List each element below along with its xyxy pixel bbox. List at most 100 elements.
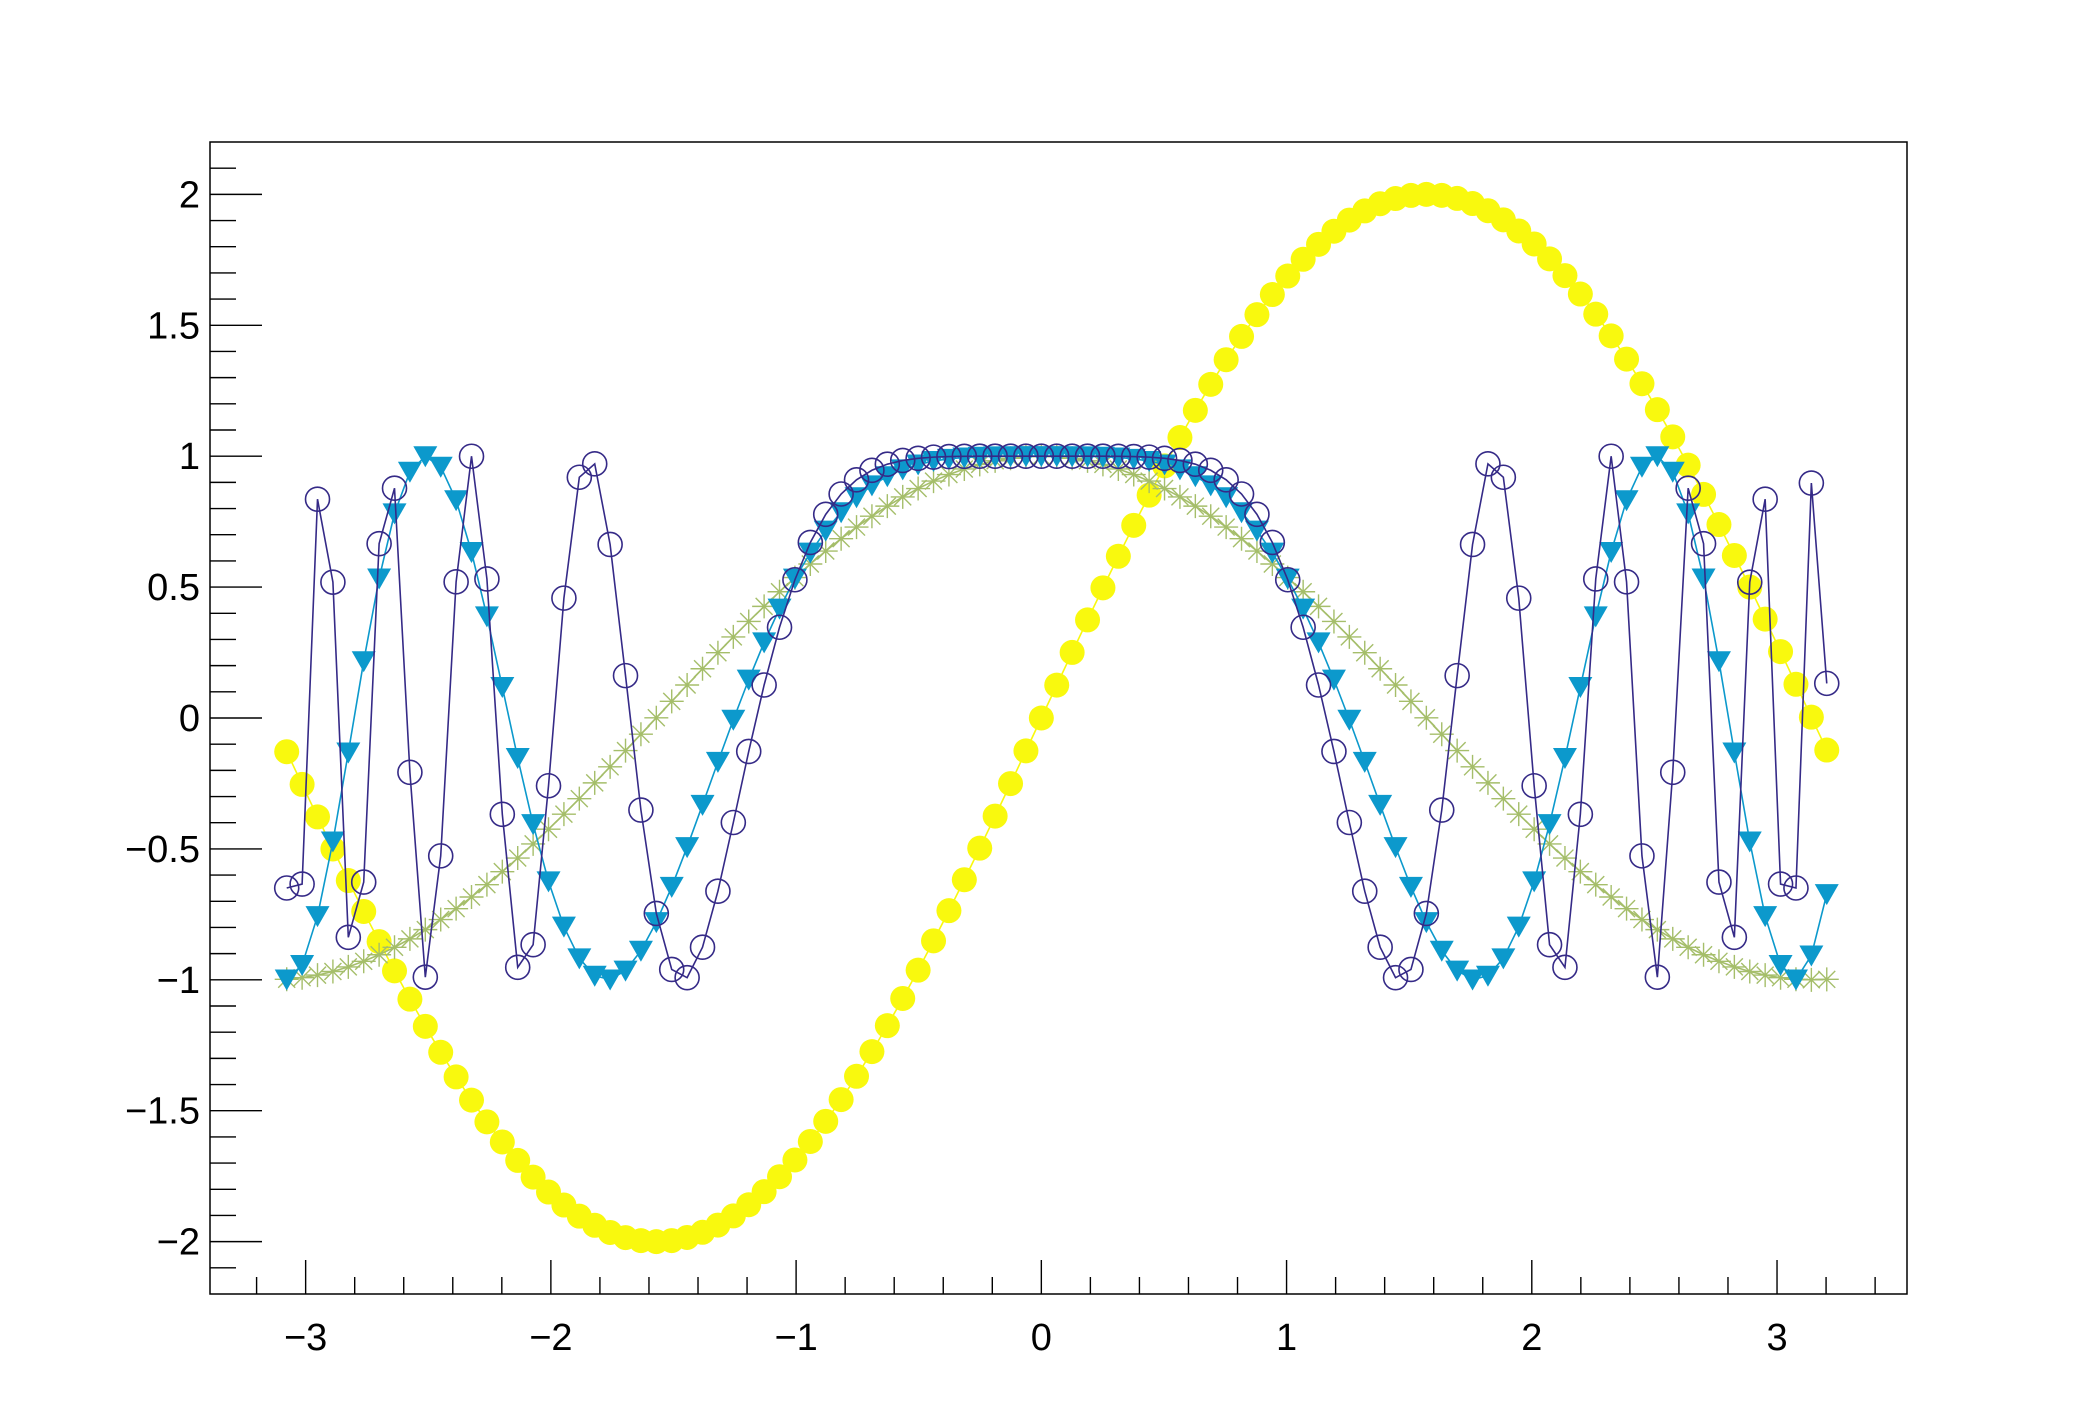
data-point — [1691, 942, 1716, 967]
x-tick-label: −3 — [284, 1317, 327, 1359]
data-point — [1244, 539, 1269, 564]
data-point — [767, 598, 792, 620]
data-point — [1368, 794, 1393, 816]
data-point — [1352, 751, 1377, 773]
data-point — [736, 669, 761, 691]
data-point — [1337, 624, 1362, 649]
data-point — [597, 531, 623, 558]
data-point — [1428, 797, 1455, 823]
data-point — [721, 709, 746, 731]
data-point — [413, 446, 438, 468]
data-point — [521, 814, 546, 836]
data-point — [628, 797, 654, 823]
data-point — [1813, 670, 1840, 697]
data-point — [1552, 954, 1578, 981]
data-point — [1768, 954, 1793, 976]
data-point — [951, 443, 978, 470]
y-tick-label: 1.5 — [147, 305, 200, 347]
data-point — [598, 754, 623, 779]
data-point — [735, 738, 762, 765]
data-point — [382, 935, 407, 960]
data-point — [1275, 263, 1301, 289]
data-point — [1197, 457, 1224, 484]
data-point — [844, 515, 869, 540]
data-point — [474, 872, 499, 897]
data-point — [1198, 371, 1224, 397]
data-point — [489, 1129, 515, 1155]
data-point — [1675, 475, 1701, 502]
x-axis: −3 −2 −1 0 1 2 3 — [255, 1260, 1876, 1359]
data-point — [474, 566, 500, 592]
data-point — [304, 486, 331, 513]
data-point — [1505, 585, 1532, 611]
data-point — [1398, 689, 1423, 714]
data-point — [336, 742, 361, 764]
data-point — [1044, 672, 1070, 698]
data-point — [567, 786, 592, 811]
data-point — [828, 1087, 854, 1113]
data-point — [998, 771, 1024, 797]
data-point — [875, 494, 900, 519]
x-tick-label: −2 — [529, 1317, 572, 1359]
data-point — [613, 738, 638, 763]
data-point — [675, 672, 700, 697]
data-point — [1475, 965, 1500, 987]
data-point — [1706, 869, 1732, 895]
y-tick-label: 0 — [179, 698, 200, 740]
data-point — [1214, 487, 1239, 509]
data-point — [889, 447, 916, 474]
data-point — [459, 1087, 485, 1113]
data-point — [1521, 231, 1547, 257]
data-point — [1290, 614, 1316, 641]
data-point — [859, 457, 885, 484]
data-point — [1799, 945, 1824, 967]
data-point — [829, 526, 854, 551]
data-point — [752, 632, 777, 654]
data-point — [1629, 371, 1655, 397]
data-point — [428, 907, 453, 932]
data-point — [1582, 566, 1609, 592]
data-point — [1182, 397, 1208, 423]
data-point — [1414, 912, 1439, 934]
data-point — [1629, 907, 1654, 932]
data-point — [920, 444, 947, 470]
data-point — [1490, 464, 1517, 491]
data-point — [1352, 640, 1377, 665]
data-point — [273, 875, 300, 901]
data-point — [1752, 606, 1778, 632]
data-point — [521, 831, 546, 856]
data-point — [936, 448, 961, 470]
data-point — [628, 940, 653, 962]
data-point — [1521, 772, 1547, 799]
data-point — [1429, 940, 1454, 962]
data-point — [551, 802, 576, 827]
y-tick-label: −0.5 — [125, 829, 200, 871]
data-point — [520, 1164, 546, 1190]
data-point — [736, 609, 761, 634]
data-point — [1167, 425, 1193, 451]
data-point — [767, 1164, 793, 1190]
data-point — [1798, 470, 1825, 496]
data-point — [874, 451, 901, 477]
data-point — [1552, 846, 1577, 871]
data-point — [1198, 504, 1223, 529]
data-point — [305, 804, 331, 830]
y-axis: 2 1.5 1 0.5 0 −0.5 −1 −1.5 −2 — [125, 167, 262, 1269]
data-point — [659, 876, 684, 898]
data-point — [1459, 531, 1486, 558]
data-point — [844, 487, 869, 509]
y-tick-label: 1 — [179, 436, 200, 478]
data-point — [1059, 639, 1085, 665]
data-point — [1721, 542, 1747, 568]
data-point — [428, 456, 453, 478]
data-point — [890, 985, 916, 1011]
data-point — [381, 475, 408, 502]
data-point — [905, 957, 931, 983]
data-point — [659, 689, 684, 714]
data-point — [274, 969, 299, 991]
data-point — [798, 552, 823, 577]
data-point — [1336, 809, 1363, 836]
data-point — [1382, 964, 1409, 991]
data-point — [1768, 965, 1793, 990]
